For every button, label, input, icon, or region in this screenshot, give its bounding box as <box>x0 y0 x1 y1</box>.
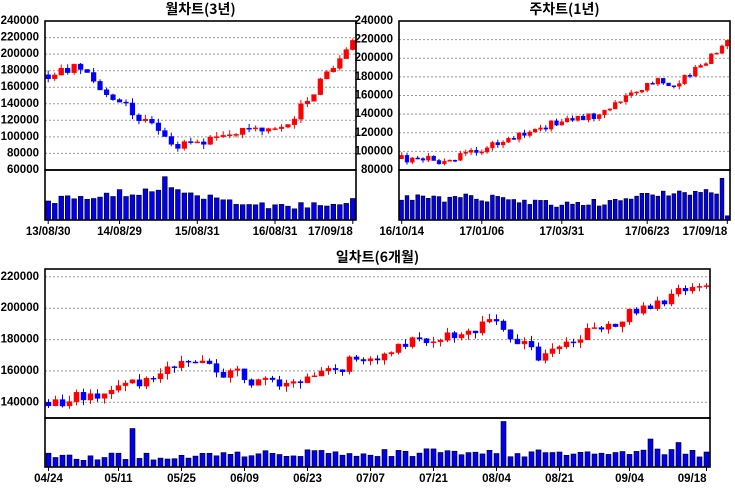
svg-text:17/09/18: 17/09/18 <box>308 226 353 238</box>
svg-text:16/08/31: 16/08/31 <box>253 226 298 238</box>
svg-text:07/21: 07/21 <box>419 473 448 485</box>
svg-text:120000: 120000 <box>1 114 39 126</box>
svg-text:60000: 60000 <box>7 164 39 176</box>
svg-text:180000: 180000 <box>1 65 39 77</box>
svg-text:140000: 140000 <box>355 108 393 120</box>
svg-text:09/18: 09/18 <box>678 473 707 485</box>
svg-text:17/03/31: 17/03/31 <box>539 226 584 238</box>
svg-text:200000: 200000 <box>1 48 39 60</box>
svg-text:07/07: 07/07 <box>356 473 385 485</box>
svg-text:17/01/06: 17/01/06 <box>459 226 504 238</box>
svg-text:180000: 180000 <box>355 71 393 83</box>
svg-text:17/06/23: 17/06/23 <box>625 226 670 238</box>
svg-text:100000: 100000 <box>355 145 393 157</box>
svg-text:140000: 140000 <box>1 396 39 408</box>
svg-text:220000: 220000 <box>355 34 393 46</box>
svg-text:120000: 120000 <box>355 127 393 139</box>
svg-text:05/25: 05/25 <box>167 473 196 485</box>
svg-text:08/21: 08/21 <box>545 473 574 485</box>
svg-text:240000: 240000 <box>355 15 393 27</box>
svg-text:06/23: 06/23 <box>293 473 322 485</box>
svg-text:180000: 180000 <box>1 334 39 346</box>
svg-text:17/09/18: 17/09/18 <box>683 226 728 238</box>
svg-text:160000: 160000 <box>1 81 39 93</box>
svg-text:200000: 200000 <box>355 52 393 64</box>
svg-text:13/08/30: 13/08/30 <box>26 226 71 238</box>
svg-text:15/08/31: 15/08/31 <box>175 226 220 238</box>
svg-text:04/24: 04/24 <box>34 473 63 485</box>
svg-text:240000: 240000 <box>1 15 39 27</box>
svg-text:220000: 220000 <box>1 271 39 283</box>
svg-text:09/04: 09/04 <box>615 473 644 485</box>
svg-text:06/09: 06/09 <box>230 473 259 485</box>
svg-text:05/11: 05/11 <box>104 473 133 485</box>
svg-text:140000: 140000 <box>1 98 39 110</box>
svg-text:16/10/14: 16/10/14 <box>379 226 424 238</box>
svg-text:160000: 160000 <box>1 365 39 377</box>
svg-text:100000: 100000 <box>1 131 39 143</box>
svg-text:220000: 220000 <box>1 32 39 44</box>
svg-text:80000: 80000 <box>361 164 393 176</box>
svg-text:80000: 80000 <box>7 147 39 159</box>
svg-text:14/08/29: 14/08/29 <box>97 226 142 238</box>
svg-text:160000: 160000 <box>355 90 393 102</box>
svg-text:08/04: 08/04 <box>482 473 511 485</box>
svg-text:200000: 200000 <box>1 302 39 314</box>
